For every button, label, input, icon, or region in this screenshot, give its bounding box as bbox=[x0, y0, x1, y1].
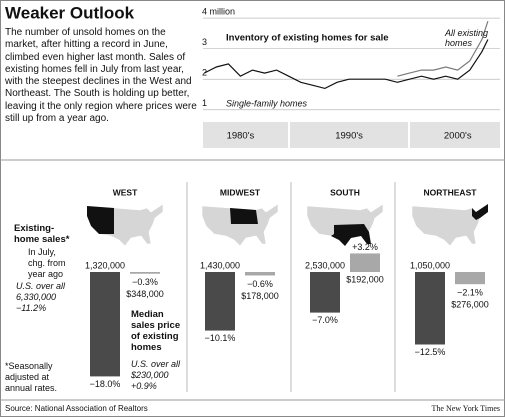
source: Source: National Association of Realtors bbox=[5, 404, 148, 413]
bar bbox=[245, 272, 275, 276]
decade-band bbox=[203, 122, 500, 148]
level-label: 1,320,000 bbox=[85, 260, 125, 270]
us-outline bbox=[411, 203, 489, 247]
value-label: −0.3% bbox=[132, 277, 158, 287]
series-label: All existing homes bbox=[445, 28, 489, 48]
map-region bbox=[472, 204, 488, 220]
us-map bbox=[201, 203, 279, 247]
us-label: U.S. over all bbox=[131, 359, 181, 369]
bar bbox=[455, 272, 485, 285]
x-tick-label: 1980's bbox=[227, 131, 255, 142]
region-title: NORTHEAST bbox=[424, 187, 478, 197]
page-title: Weaker Outlook bbox=[5, 3, 135, 22]
level-label: 1,050,000 bbox=[410, 260, 450, 270]
us-level: $230,000 bbox=[131, 370, 169, 380]
us-sales: U.S. over all 6,330,000 −11.2% bbox=[16, 281, 80, 314]
bar bbox=[130, 272, 160, 274]
level-label: $276,000 bbox=[451, 300, 489, 310]
bar bbox=[310, 272, 340, 313]
us-price: U.S. over all $230,000 +0.9% bbox=[131, 359, 187, 392]
bar bbox=[415, 272, 445, 345]
chart-title: Inventory of existing homes for sale bbox=[226, 33, 389, 44]
level-label: 2,530,000 bbox=[305, 260, 345, 270]
us-change: +0.9% bbox=[131, 381, 157, 391]
value-label: −2.1% bbox=[457, 288, 483, 298]
us-label: U.S. over all bbox=[16, 281, 66, 291]
value-label: −18.0% bbox=[90, 379, 121, 389]
y-tick-label: 4 million bbox=[202, 6, 235, 16]
us-level: 6,330,000 bbox=[16, 292, 57, 302]
us-change: −11.2% bbox=[16, 303, 47, 313]
value-label: −10.1% bbox=[205, 333, 236, 343]
bar bbox=[90, 272, 120, 377]
region-title: MIDWEST bbox=[220, 187, 261, 197]
level-label: $192,000 bbox=[346, 274, 384, 284]
bar bbox=[205, 272, 235, 331]
level-label: $348,000 bbox=[126, 289, 164, 299]
footnote: *Seasonally adjusted at annual rates. bbox=[5, 361, 58, 393]
map-region bbox=[230, 208, 258, 224]
bar bbox=[350, 253, 380, 272]
sales-heading: Existing-home sales* bbox=[14, 223, 70, 245]
line-series bbox=[397, 21, 489, 77]
y-tick-label: 1 bbox=[202, 98, 207, 108]
value-label: −0.6% bbox=[247, 279, 273, 289]
level-label: $178,000 bbox=[241, 291, 279, 301]
credit: The New York Times bbox=[432, 404, 500, 413]
y-tick-label: 3 bbox=[202, 37, 207, 47]
value-label: −7.0% bbox=[312, 315, 338, 325]
region-title: SOUTH bbox=[330, 187, 360, 197]
x-tick-label: 1990's bbox=[335, 131, 363, 142]
map-region bbox=[87, 206, 114, 234]
us-outline bbox=[201, 203, 279, 247]
level-label: 1,430,000 bbox=[200, 260, 240, 270]
us-map bbox=[86, 203, 164, 247]
intro: The number of unsold homes on the market… bbox=[5, 27, 197, 125]
value-label: −12.5% bbox=[415, 347, 446, 357]
line-series bbox=[203, 39, 489, 90]
value-label: +3.2% bbox=[352, 242, 378, 252]
us-map bbox=[411, 203, 489, 247]
x-tick-label: 2000's bbox=[444, 131, 472, 142]
region-title: WEST bbox=[113, 187, 138, 197]
us-map bbox=[306, 203, 384, 247]
map-region bbox=[331, 224, 371, 246]
series-label: Single-family homes bbox=[226, 98, 308, 108]
sales-note: In July, chg. from year ago bbox=[28, 247, 66, 279]
price-heading: Median sales price of existing homes bbox=[131, 309, 181, 353]
